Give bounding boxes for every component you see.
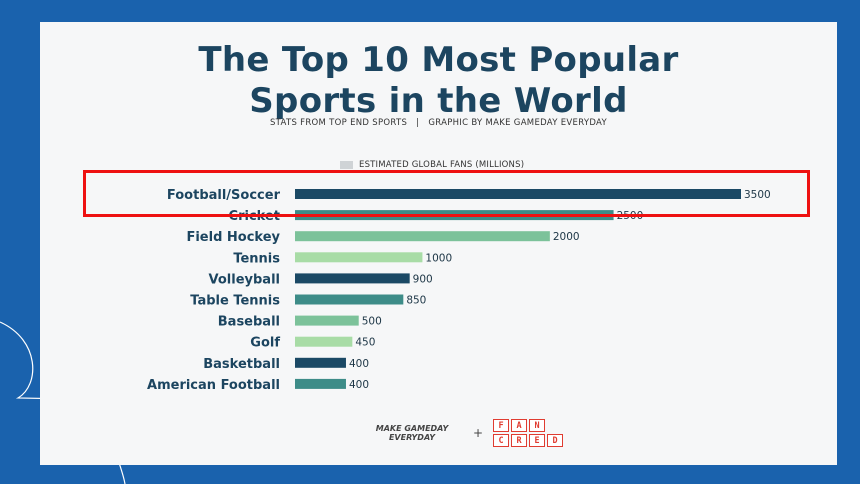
legend-label: ESTIMATED GLOBAL FANS (MILLIONS)	[359, 160, 525, 170]
value-label: 450	[355, 337, 375, 349]
value-label: 500	[362, 316, 382, 328]
category-label: Cricket	[229, 209, 280, 224]
legend-swatch	[340, 161, 353, 169]
category-label: Table Tennis	[190, 294, 280, 309]
brand-line-2: EVERYDAY	[388, 433, 436, 442]
bar-chart: Football/Soccer 3500 Cricket 2500 Field Hock…	[147, 188, 771, 393]
page-title: The Top 10 Most Popular Sports in the Wo…	[40, 40, 837, 122]
plus-sign: +	[473, 426, 484, 440]
bar	[295, 315, 359, 326]
value-label: 1000	[425, 252, 452, 264]
category-label: Basketball	[203, 357, 280, 372]
bar	[295, 336, 353, 347]
bar	[295, 273, 410, 284]
bar	[295, 294, 404, 305]
category-label: Tennis	[233, 251, 280, 266]
value-label: 900	[413, 273, 433, 285]
make-gameday-everyday-logo: MAKE GAMEDAY EVERYDAY	[357, 424, 467, 442]
category-label: Baseball	[218, 315, 280, 330]
bar	[295, 210, 614, 221]
fancred-letter: E	[529, 434, 546, 447]
category-label: Golf	[250, 336, 280, 351]
bar	[295, 189, 741, 199]
title-line-1: The Top 10 Most Popular	[198, 40, 679, 80]
subtitle: STATS FROM TOP END SPORTS | GRAPHIC BY M…	[269, 118, 608, 128]
category-label: Field Hockey	[186, 230, 280, 245]
fancred-letter: A	[511, 419, 528, 432]
infographic-panel: The Top 10 Most Popular Sports in the Wo…	[40, 22, 837, 465]
value-label: 850	[406, 295, 426, 307]
brand-line-1: MAKE GAMEDAY	[375, 424, 449, 433]
value-label: 400	[349, 358, 369, 370]
value-label: 2000	[553, 231, 580, 243]
fancred-letter: N	[529, 419, 546, 432]
category-label: American Football	[147, 378, 280, 393]
fancred-letter: D	[547, 434, 564, 447]
value-label: 2500	[617, 210, 644, 222]
bar	[295, 252, 423, 263]
value-label: 3500	[744, 189, 771, 201]
fancred-letter: F	[493, 419, 510, 432]
chart-legend: ESTIMATED GLOBAL FANS (MILLIONS)	[340, 159, 524, 171]
fancred-letter	[547, 419, 563, 432]
category-label: Volleyball	[209, 272, 280, 287]
bar	[295, 378, 346, 389]
title-line-2: Sports in the World	[249, 81, 628, 121]
fancred-letter: C	[493, 434, 510, 447]
bar	[295, 357, 346, 368]
fancred-letter: R	[511, 434, 528, 447]
bar	[295, 231, 550, 242]
category-label: Football/Soccer	[167, 188, 281, 203]
value-label: 400	[349, 379, 369, 391]
